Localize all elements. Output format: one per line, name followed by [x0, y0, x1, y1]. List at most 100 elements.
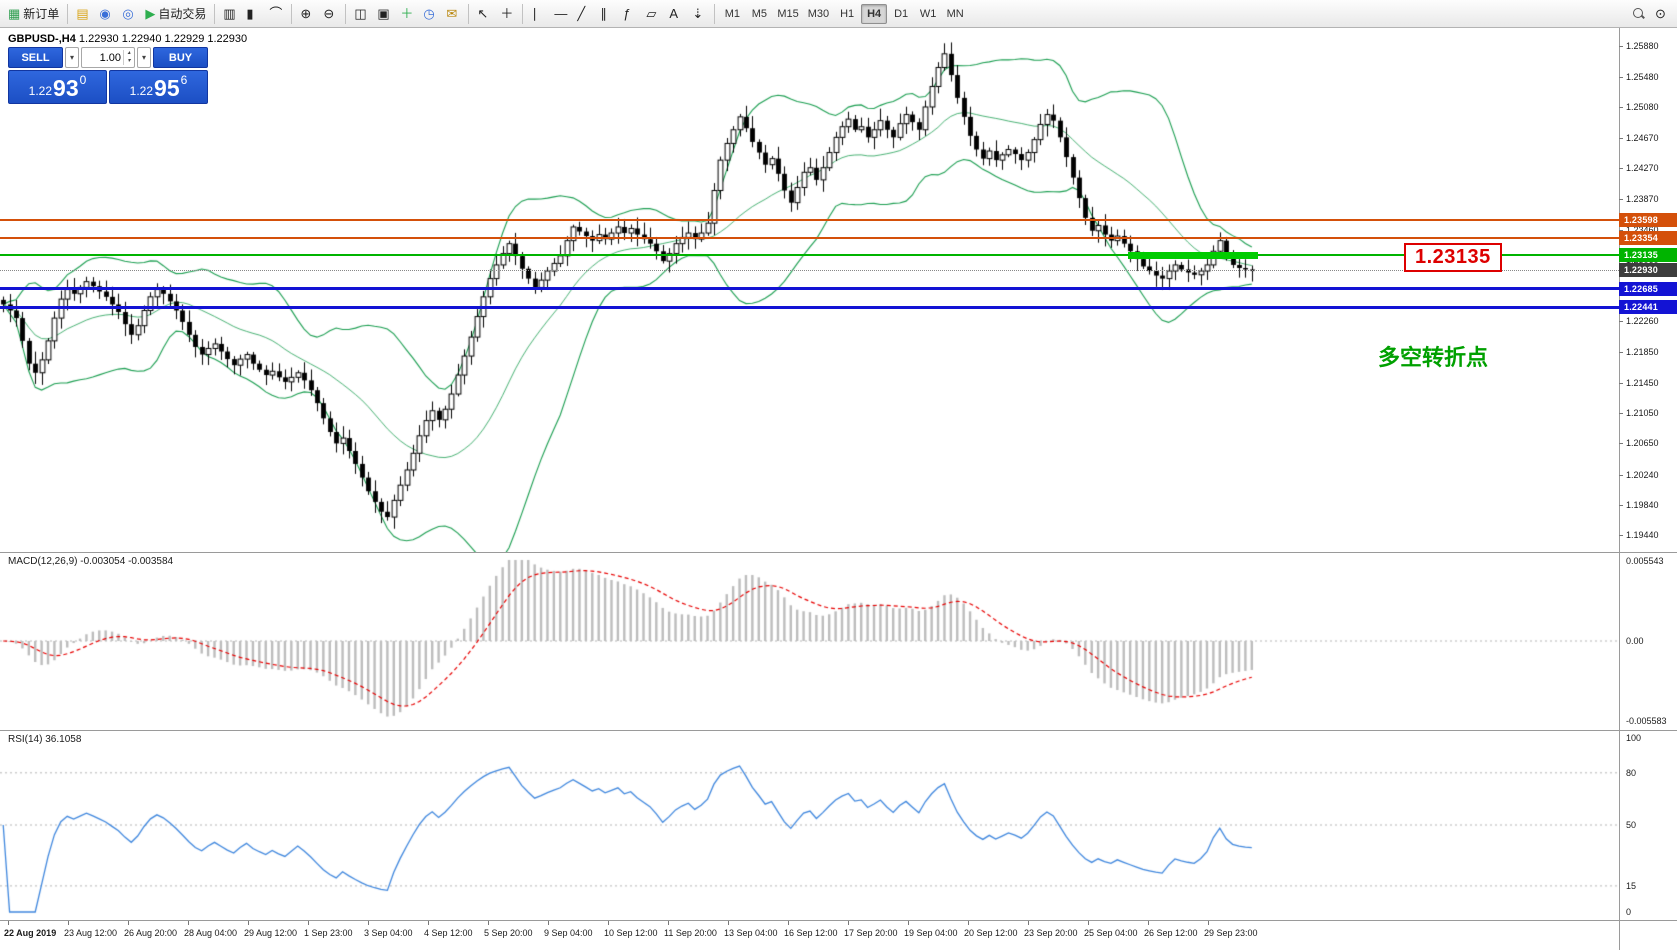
price-tick — [1619, 413, 1623, 415]
new-order-button[interactable]: ▦ 新订单 — [4, 3, 63, 25]
timeframe-m1[interactable]: M1 — [724, 7, 740, 20]
arrow-tools-button[interactable]: ⇣ — [688, 3, 710, 25]
chart-line-button[interactable]: ⌒ — [265, 3, 287, 25]
turning-point-annotation[interactable]: 多空转折点 — [1378, 345, 1489, 370]
zoom-out-icon: ⊖ — [323, 6, 335, 21]
sell-price[interactable]: 1.22 93 0 — [8, 70, 107, 104]
channel-tool-icon: ∥ — [600, 6, 607, 21]
level-line-1.23598[interactable] — [0, 218, 1619, 221]
quick-nav-button[interactable]: ⊙ — [1651, 3, 1673, 25]
timeframe-h4[interactable]: H4 — [861, 3, 888, 24]
new-order-label: 新订单 — [23, 7, 60, 21]
time-tick — [428, 921, 429, 925]
terminal-icon: ◉ — [99, 6, 111, 21]
toolbar-separator — [214, 3, 216, 24]
periods-button[interactable]: ◷ — [419, 3, 441, 25]
level-line-1.22685[interactable] — [0, 287, 1619, 291]
timeframe-d1[interactable]: D1 — [894, 7, 909, 20]
time-tick — [848, 921, 849, 925]
time-axis-label: 25 Sep 04:00 — [1084, 928, 1138, 938]
macd-canvas[interactable] — [0, 552, 1619, 730]
profiles-button[interactable]: ▤ — [72, 3, 94, 25]
trendline-tool-button[interactable]: ╱ — [573, 3, 595, 25]
timeframe-mn[interactable]: MN — [946, 7, 964, 20]
macd-label: MACD(12,26,9) -0.003054 -0.003584 — [8, 556, 174, 567]
horizontal-line-tool-button[interactable]: — — [550, 3, 572, 25]
zoom-out-button[interactable]: ⊖ — [319, 3, 341, 25]
timeframe-m15[interactable]: M15 — [777, 7, 799, 20]
shapes-tool-button[interactable]: ▱ — [642, 3, 664, 25]
zoom-in-button[interactable]: ⊕ — [296, 3, 318, 25]
chart-bars-button[interactable]: ▥ — [219, 3, 241, 25]
price-tick — [1619, 106, 1623, 108]
tile-windows-button[interactable]: ◫ — [350, 3, 372, 25]
price-axis-badge-1.22930: 1.22930 — [1619, 263, 1677, 278]
price-axis-badge-1.23135: 1.23135 — [1619, 247, 1677, 262]
timeframe-h1[interactable]: H1 — [840, 7, 855, 20]
rsi-canvas[interactable] — [0, 730, 1619, 920]
zoom-in-icon: ⊕ — [300, 6, 312, 21]
time-axis-label: 16 Sep 12:00 — [784, 928, 838, 938]
rsi-axis-label: 15 — [1626, 880, 1637, 891]
level-line-1.23354[interactable] — [0, 237, 1619, 240]
support-highlight-segment[interactable] — [1128, 252, 1258, 259]
cursor-button[interactable]: ↖ — [473, 3, 495, 25]
buy-price[interactable]: 1.22 95 6 — [109, 70, 208, 104]
channel-tool-button[interactable]: ∥ — [596, 3, 618, 25]
auto-arrange-button[interactable]: ▣ — [373, 3, 395, 25]
templates-button[interactable]: ✉ — [442, 3, 464, 25]
time-axis-label: 5 Sep 20:00 — [484, 928, 533, 938]
toolbar-separator — [522, 3, 524, 24]
price-tick — [1619, 321, 1623, 323]
volume-stepper[interactable]: ▴ ▾ — [123, 50, 134, 65]
autotrade-label: 自动交易 — [158, 7, 207, 21]
buy-button[interactable]: BUY — [153, 47, 208, 68]
time-axis[interactable]: 22 Aug 2019 23 Aug 12:00 26 Aug 20:00 28 Au… — [0, 920, 1677, 950]
quick-nav-icon: ⊙ — [1655, 6, 1666, 21]
timeframe-w1[interactable]: W1 — [919, 7, 937, 20]
time-axis-label: 13 Sep 04:00 — [724, 928, 778, 938]
macd-axis-label: 0.00 — [1626, 636, 1644, 646]
step-down-icon: ▾ — [127, 57, 131, 64]
vertical-line-tool-button[interactable]: ∣ — [527, 3, 549, 25]
time-axis-label: 23 Sep 20:00 — [1024, 928, 1078, 938]
sell-dropdown[interactable]: ▾ — [65, 47, 79, 68]
level-line-1.22930[interactable] — [0, 269, 1619, 271]
macd-axis-label: 0.005543 — [1626, 556, 1664, 566]
fibonacci-tool-button[interactable]: ƒ — [619, 3, 641, 25]
time-axis-label: 19 Sep 04:00 — [904, 928, 958, 938]
terminal-button[interactable]: ◉ — [95, 3, 117, 25]
rsi-label: RSI(14) 36.1058 — [8, 734, 82, 745]
buy-dropdown[interactable]: ▾ — [137, 47, 151, 68]
autotrade-button[interactable]: ▶ 自动交易 — [141, 3, 210, 25]
templates-icon: ✉ — [446, 6, 458, 21]
text-tool-button[interactable]: A — [665, 3, 687, 25]
price-axis-badge-1.23598: 1.23598 — [1619, 212, 1677, 227]
price-tick — [1619, 198, 1623, 200]
price-callout[interactable]: 1.23135 — [1404, 243, 1502, 272]
indicators-add-button[interactable]: ＋ — [396, 3, 418, 25]
level-line-1.23135[interactable] — [0, 253, 1619, 256]
sell-button[interactable]: SELL — [8, 47, 63, 68]
crosshair-button[interactable]: ＋ — [496, 3, 518, 25]
time-tick — [128, 921, 129, 925]
time-tick — [608, 921, 609, 925]
time-axis-label: 3 Sep 04:00 — [364, 928, 413, 938]
strategy-tester-icon: ◎ — [122, 6, 134, 21]
strategy-tester-button[interactable]: ◎ — [118, 3, 140, 25]
volume-input[interactable]: 1.00 ▴ ▾ — [81, 47, 135, 68]
trendline-tool-icon: ╱ — [577, 6, 586, 21]
price-tick-label: 1.20240 — [1626, 469, 1659, 480]
chart-candles-button[interactable]: ▮ — [242, 3, 264, 25]
timeframe-m5[interactable]: M5 — [751, 7, 767, 20]
search-button[interactable] — [1629, 3, 1651, 25]
price-tick — [1619, 352, 1623, 354]
time-tick — [968, 921, 969, 925]
level-line-1.22441[interactable] — [0, 305, 1619, 309]
timeframe-m30[interactable]: M30 — [807, 7, 830, 20]
chart-candles-icon: ▮ — [246, 6, 254, 21]
time-axis-label: 26 Aug 20:00 — [124, 928, 178, 938]
one-click-trading-panel: SELL ▾ 1.00 ▴ ▾ ▾ BUY 1.22 93 0 1.22 95 6 — [8, 47, 208, 104]
time-tick — [188, 921, 189, 925]
